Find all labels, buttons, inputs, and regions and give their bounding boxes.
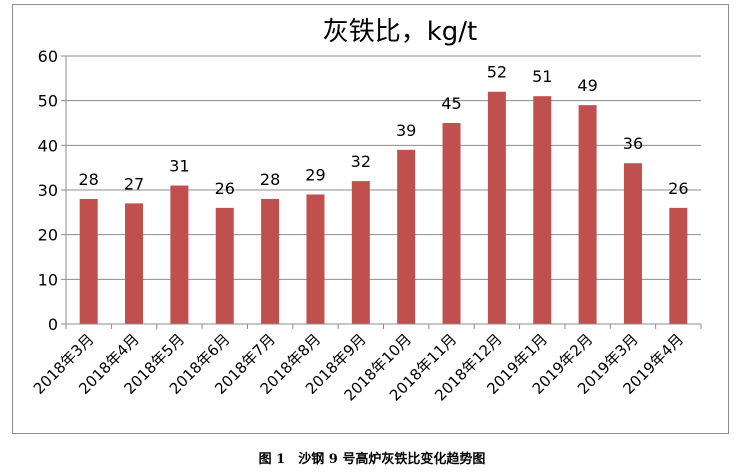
y-tick-label: 30 [38, 181, 58, 200]
data-label: 26 [215, 179, 235, 198]
data-label: 52 [487, 63, 507, 82]
chart-title: 灰铁比，kg/t [323, 17, 478, 47]
data-label: 27 [124, 174, 144, 193]
y-tick-label: 50 [38, 92, 58, 111]
bar [79, 198, 98, 324]
bar [669, 207, 688, 324]
y-tick-label: 60 [38, 47, 58, 66]
bar [442, 123, 461, 324]
data-label: 39 [396, 121, 416, 140]
y-tick-label: 20 [38, 226, 58, 245]
bar [487, 91, 506, 324]
bar [306, 194, 325, 324]
bar [170, 185, 189, 324]
data-label: 51 [532, 67, 552, 86]
figure-caption: 图 1 沙钢 9 号高炉灰铁比变化趋势图 [258, 452, 486, 467]
y-tick-label: 0 [48, 315, 58, 334]
y-tick-label: 40 [38, 136, 58, 155]
bar [578, 105, 597, 324]
data-label: 28 [78, 170, 98, 189]
bar [623, 163, 642, 324]
data-label: 36 [623, 134, 643, 153]
data-label: 29 [305, 165, 325, 184]
bar [533, 96, 552, 324]
bar [351, 181, 370, 324]
bar [261, 198, 280, 324]
bar [125, 203, 144, 324]
bar [215, 207, 234, 324]
data-label: 49 [577, 76, 597, 95]
data-label: 26 [668, 179, 688, 198]
data-label: 31 [169, 157, 189, 176]
bar [397, 149, 416, 324]
data-label: 28 [260, 170, 280, 189]
data-label: 45 [441, 94, 461, 113]
data-label: 32 [351, 152, 371, 171]
y-tick-label: 10 [38, 270, 58, 289]
